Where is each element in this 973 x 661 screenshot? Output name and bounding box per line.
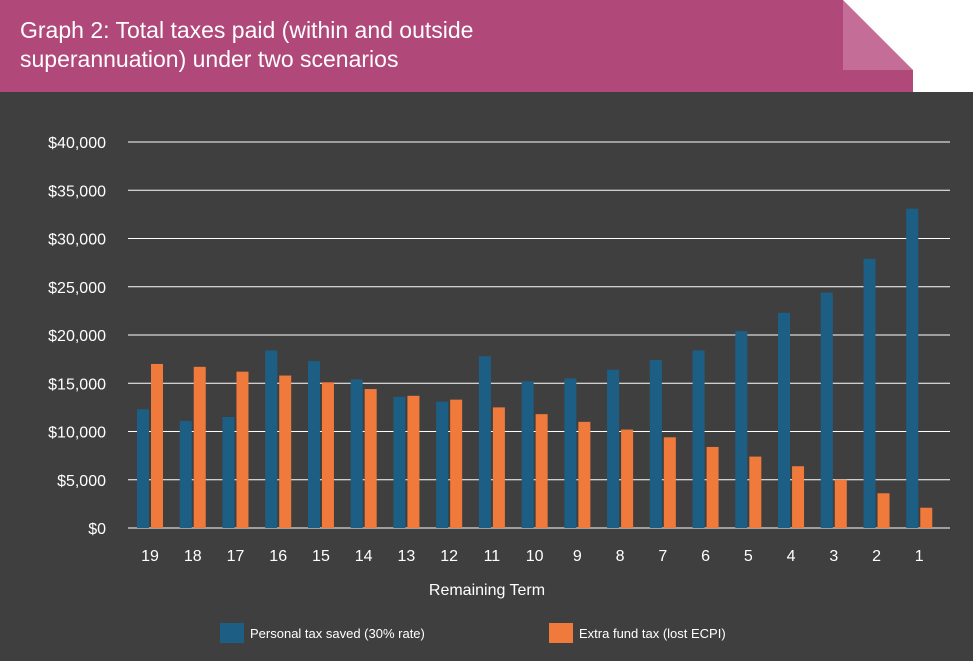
bar-personal-tax-saved: [137, 409, 149, 528]
bar-extra-fund-tax: [877, 493, 890, 528]
y-tick-label: $35,000: [48, 183, 106, 200]
bar-personal-tax-saved: [222, 417, 235, 528]
bar-extra-fund-tax: [535, 414, 548, 528]
bar-personal-tax-saved: [863, 258, 876, 528]
legend: Personal tax saved (30% rate) Extra fund …: [220, 623, 726, 643]
y-tick-label: $5,000: [57, 473, 106, 490]
chart-title-line-1: Graph 2: Total taxes paid (within and ou…: [20, 17, 474, 43]
bar-personal-tax-saved: [820, 292, 833, 528]
bar-personal-tax-saved: [307, 361, 320, 528]
bar-extra-fund-tax: [279, 375, 292, 528]
x-tick-label: 4: [787, 548, 796, 565]
legend-extra-fund-tax-swatch: [549, 623, 573, 643]
bar-personal-tax-saved: [692, 350, 705, 528]
y-tick-label: $10,000: [48, 425, 106, 442]
bar-extra-fund-tax: [321, 382, 334, 528]
legend-personal-tax-saved-swatch: [220, 623, 244, 643]
x-axis-title: Remaining Term: [429, 582, 545, 599]
y-tick-label: $0: [88, 521, 106, 538]
title-banner: Graph 2: Total taxes paid (within and ou…: [0, 0, 913, 92]
x-tick-label: 6: [701, 548, 710, 565]
bar-extra-fund-tax: [492, 407, 505, 528]
x-tick-label: 13: [398, 548, 416, 565]
x-tick-label: 18: [184, 548, 202, 565]
bar-personal-tax-saved: [350, 379, 363, 528]
legend-extra-fund-tax-label: Extra fund tax (lost ECPI): [579, 626, 726, 641]
bar-personal-tax-saved: [478, 356, 491, 528]
x-tick-label: 19: [141, 548, 159, 565]
legend-personal-tax-saved-label: Personal tax saved (30% rate): [250, 626, 425, 641]
bar-personal-tax-saved: [607, 369, 620, 528]
y-tick-label: $40,000: [48, 135, 106, 152]
bar-extra-fund-tax: [706, 446, 719, 528]
bar-extra-fund-tax: [621, 429, 634, 528]
y-tick-label: $30,000: [48, 232, 106, 249]
bar-personal-tax-saved: [735, 331, 748, 528]
x-tick-label: 7: [658, 548, 667, 565]
chart-title-line-2: superannuation) under two scenarios: [20, 46, 399, 72]
x-tick-label: 1: [915, 548, 924, 565]
x-tick-label: 2: [872, 548, 881, 565]
gridlines: [128, 141, 950, 529]
bar-extra-fund-tax: [236, 371, 249, 528]
bar-extra-fund-tax: [834, 479, 847, 528]
x-tick-label: 5: [744, 548, 753, 565]
x-tick-label: 16: [269, 548, 287, 565]
x-tick-label: 17: [227, 548, 245, 565]
bar-extra-fund-tax: [450, 399, 463, 528]
bar-personal-tax-saved: [265, 350, 278, 528]
bar-extra-fund-tax: [749, 456, 762, 528]
bar-personal-tax-saved: [521, 381, 534, 528]
x-tick-label: 10: [526, 548, 544, 565]
x-tick-label: 12: [440, 548, 458, 565]
x-tick-label: 8: [616, 548, 625, 565]
bar-extra-fund-tax: [792, 466, 805, 528]
bar-personal-tax-saved: [564, 378, 577, 528]
bar-extra-fund-tax: [151, 363, 163, 528]
y-tick-label: $25,000: [48, 280, 106, 297]
y-tick-label: $20,000: [48, 328, 106, 345]
bar-extra-fund-tax: [407, 395, 420, 528]
x-tick-label: 14: [355, 548, 373, 565]
bar-extra-fund-tax: [920, 507, 933, 528]
x-tick-label: 3: [829, 548, 838, 565]
bar-personal-tax-saved: [436, 401, 449, 528]
bar-personal-tax-saved: [393, 396, 406, 528]
chart-title: Graph 2: Total taxes paid (within and ou…: [20, 16, 620, 74]
bar-extra-fund-tax: [364, 389, 377, 528]
bar-personal-tax-saved: [649, 360, 662, 528]
bar-extra-fund-tax: [578, 421, 591, 528]
y-axis-ticks: $0 $5,000 $10,000 $15,000 $20,000 $25,000 $30,…: [48, 135, 106, 538]
bar-extra-fund-tax: [663, 437, 676, 528]
bar-personal-tax-saved: [906, 208, 919, 528]
bars: [137, 208, 933, 528]
x-tick-label: 9: [573, 548, 582, 565]
bar-extra-fund-tax: [193, 366, 206, 528]
bar-personal-tax-saved: [179, 420, 192, 528]
x-axis-ticks: 19 18 17 16 15 14 13 12 11 10 9 8 7 6 5 4 3 2 1: [141, 548, 924, 565]
x-tick-label: 11: [484, 548, 501, 565]
x-tick-label: 15: [312, 548, 330, 565]
y-tick-label: $15,000: [48, 376, 106, 393]
bar-personal-tax-saved: [778, 312, 791, 528]
